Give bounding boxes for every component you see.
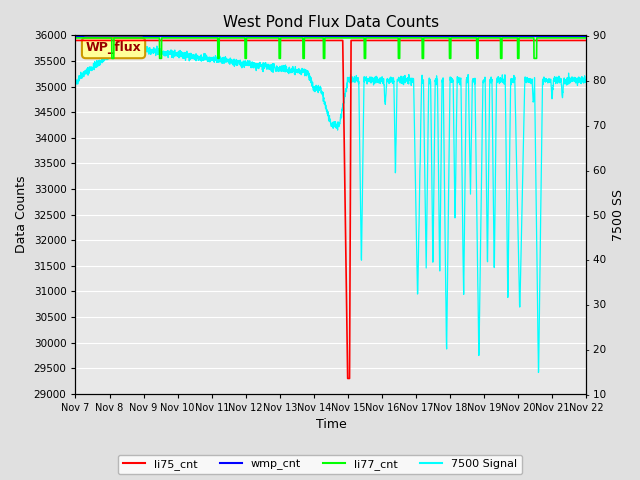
Title: West Pond Flux Data Counts: West Pond Flux Data Counts — [223, 15, 439, 30]
Y-axis label: Data Counts: Data Counts — [15, 176, 28, 253]
X-axis label: Time: Time — [316, 419, 346, 432]
Y-axis label: 7500 SS: 7500 SS — [612, 189, 625, 240]
Legend: li75_cnt, wmp_cnt, li77_cnt, 7500 Signal: li75_cnt, wmp_cnt, li77_cnt, 7500 Signal — [118, 455, 522, 474]
Text: WP_flux: WP_flux — [86, 41, 141, 54]
